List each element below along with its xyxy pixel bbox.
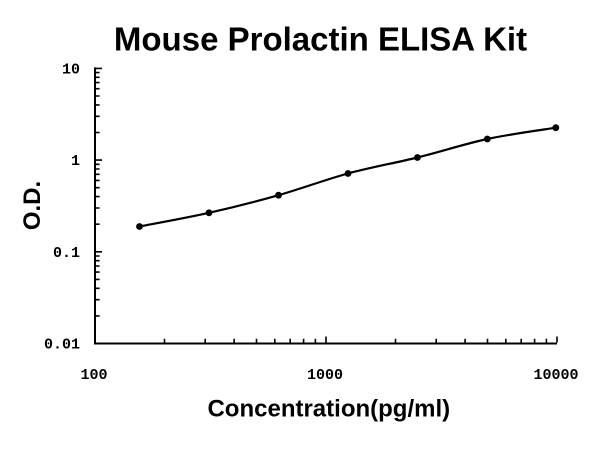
- svg-text:1000: 1000: [307, 367, 343, 384]
- svg-text:Mouse Prolactin ELISA Kit: Mouse Prolactin ELISA Kit: [114, 20, 527, 57]
- svg-text:10: 10: [62, 61, 80, 78]
- svg-text:10000: 10000: [533, 367, 578, 384]
- svg-text:Concentration(pg/ml): Concentration(pg/ml): [207, 395, 450, 422]
- svg-text:O.D.: O.D.: [19, 181, 46, 230]
- svg-text:100: 100: [80, 367, 107, 384]
- svg-text:0.1: 0.1: [53, 245, 80, 262]
- svg-text:0.01: 0.01: [44, 337, 80, 354]
- svg-text:1: 1: [71, 153, 80, 170]
